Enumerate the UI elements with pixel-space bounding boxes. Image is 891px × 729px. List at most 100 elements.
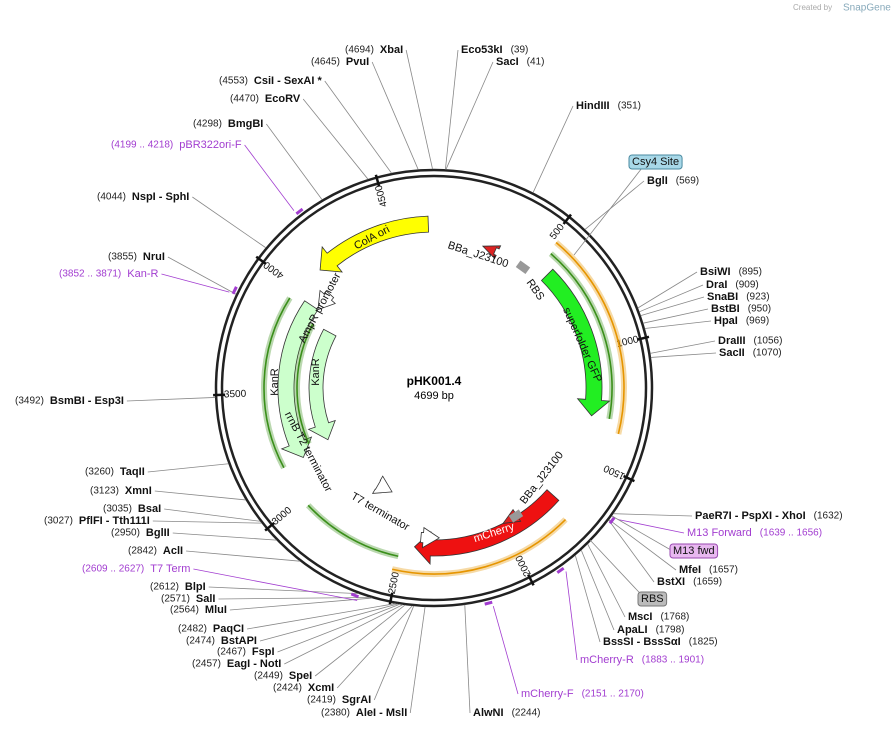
tick-mark <box>562 213 572 225</box>
site-position: (909) <box>735 280 758 291</box>
site-position: (4298) <box>193 119 222 130</box>
tag-box <box>628 154 683 170</box>
site-leader <box>152 520 262 524</box>
site-leader <box>218 597 371 600</box>
site-position: (3035) <box>103 504 132 515</box>
site-leader <box>637 271 698 309</box>
created-by: Created by <box>793 3 832 12</box>
site-leader <box>445 61 494 170</box>
site-leader <box>277 603 400 653</box>
primer-leader <box>161 273 230 293</box>
site-position: (2424) <box>273 683 302 694</box>
site-position: (895) <box>739 267 762 278</box>
tick-mark <box>623 474 635 483</box>
tick-label: 3500 <box>224 389 247 401</box>
site-leader <box>639 284 704 313</box>
site-position: (4470) <box>230 94 259 105</box>
site-position: (3492) <box>15 396 44 407</box>
site-position: (1825) <box>689 637 718 648</box>
tag-box <box>669 543 719 559</box>
feature-label: KanR <box>269 368 281 396</box>
primer-mark <box>350 592 360 599</box>
site-position: (1798) <box>656 625 685 636</box>
site-name: PaeR7I - PspXI - XhoI <box>695 510 806 522</box>
tick-label: 1000 <box>616 334 641 350</box>
tick-mark <box>264 521 276 532</box>
site-name: HindIII <box>576 100 610 112</box>
primer-name: mCherry-R <box>580 654 634 666</box>
site-leader <box>587 543 626 618</box>
site-position: (969) <box>746 316 769 327</box>
site-position: (2842) <box>128 546 157 557</box>
green-kanr2 <box>296 323 314 445</box>
tick-label: 3000 <box>270 505 294 528</box>
site-position: (4044) <box>97 192 126 203</box>
site-position: (1659) <box>693 577 722 588</box>
site-leader <box>284 604 403 665</box>
site-name: BstBI <box>711 303 740 315</box>
tick-label: 2500 <box>387 571 402 595</box>
brand: SnapGene <box>843 3 891 14</box>
site-name: XcmI <box>308 682 334 694</box>
t-t7 <box>420 526 440 549</box>
site-name: MscI <box>628 611 652 623</box>
site-position: (39) <box>511 45 529 56</box>
primer-range: (4199 .. 4218) <box>111 140 173 151</box>
site-leader <box>336 605 413 689</box>
green-t7 <box>307 504 399 558</box>
site-leader <box>154 490 246 501</box>
site-position: (41) <box>527 57 545 68</box>
site-position: (569) <box>676 176 699 187</box>
tick-mark <box>388 592 394 605</box>
site-leader <box>640 296 705 317</box>
site-position: (1632) <box>814 511 843 522</box>
site-leader <box>314 604 406 677</box>
site-position: (2564) <box>170 605 199 616</box>
site-leader <box>164 508 261 522</box>
site-position: (923) <box>746 292 769 303</box>
site-position: (2474) <box>186 636 215 647</box>
site-position: (2419) <box>307 695 336 706</box>
site-name: BstXI <box>657 576 685 588</box>
site-leader <box>445 49 459 170</box>
site-leader <box>650 340 716 354</box>
site-position: (4694) <box>345 45 374 56</box>
site-name: BlpI <box>185 581 206 593</box>
tag-label: Csy4 Site <box>632 156 679 168</box>
site-leader <box>650 352 717 358</box>
site-leader <box>608 519 677 571</box>
site-name: AclI <box>163 545 183 557</box>
site-leader <box>532 105 574 193</box>
tag-label: RBS <box>641 593 664 605</box>
site-position: (1657) <box>709 565 738 576</box>
plasmid-name: pHK001.4 <box>407 374 462 388</box>
feature-label: T7 terminator <box>349 490 412 533</box>
rbs-box <box>508 509 524 523</box>
site-position: (1056) <box>754 336 783 347</box>
site-name: AlwNI <box>473 707 504 719</box>
site-name: BsiWI <box>700 266 731 278</box>
green-gfp <box>550 253 613 420</box>
primer-mark <box>231 286 238 295</box>
site-name: SnaBI <box>707 291 738 303</box>
site-position: (4553) <box>219 76 248 87</box>
site-leader <box>371 61 419 170</box>
site-name: CsiI - SexAI * <box>254 75 323 87</box>
colA-ori <box>319 215 429 273</box>
site-leader <box>247 603 396 630</box>
site-position: (2449) <box>254 671 283 682</box>
t-rrnb <box>371 475 393 494</box>
site-name: BmgBI <box>228 118 263 130</box>
site-name: MfeI <box>679 564 701 576</box>
site-leader <box>580 549 615 631</box>
tag-label: M13 fwd <box>673 545 715 557</box>
site-position: (2380) <box>321 708 350 719</box>
site-position: (3855) <box>108 252 137 263</box>
primer-name: T7 Term <box>150 563 190 575</box>
site-leader <box>147 463 229 473</box>
site-name: AleI - MslI <box>356 707 407 719</box>
site-leader <box>643 308 709 324</box>
site-name: BsmBI - Esp3I <box>50 395 124 407</box>
tick-label: 1500 <box>602 462 627 482</box>
